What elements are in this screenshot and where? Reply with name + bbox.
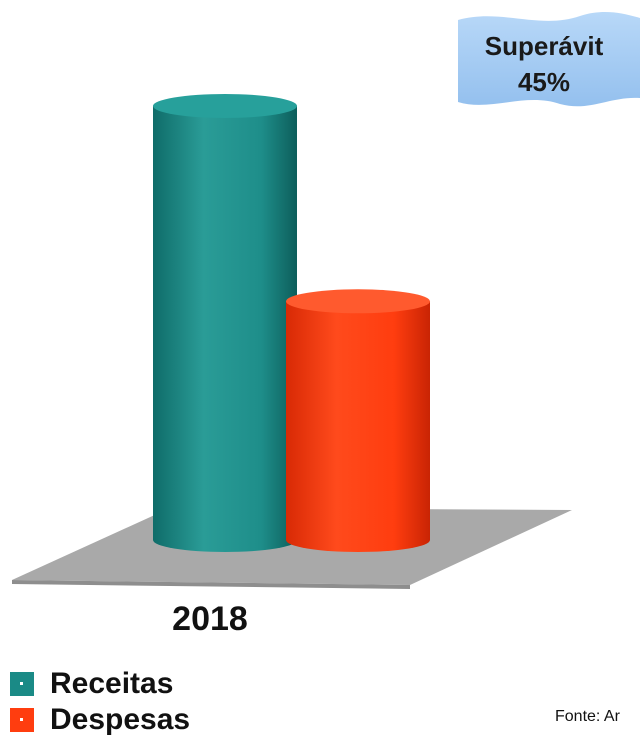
source-note: Fonte: Ar	[555, 708, 620, 725]
category-label: 2018	[172, 600, 248, 638]
bar-despesas	[286, 301, 430, 552]
legend-swatch-despesas	[10, 708, 34, 732]
legend: Receitas Despesas	[10, 666, 190, 738]
legend-item-receitas: Receitas	[10, 666, 190, 702]
bar-top-receitas	[153, 94, 297, 118]
legend-label-despesas: Despesas	[50, 703, 191, 736]
annotation-line1: Superávit	[484, 31, 604, 61]
annotation-line2: 45%	[517, 67, 571, 97]
bar-receitas	[153, 106, 297, 552]
legend-swatch-receitas	[10, 672, 34, 696]
legend-label-receitas: Receitas	[50, 667, 174, 700]
annotation-banner	[458, 12, 640, 107]
bar-top-despesas	[286, 289, 430, 314]
chart-floor-edge	[12, 580, 410, 589]
legend-item-despesas: Despesas	[10, 702, 190, 738]
annotation-text: Superávit 45%	[458, 28, 630, 100]
chart-floor	[12, 508, 572, 585]
